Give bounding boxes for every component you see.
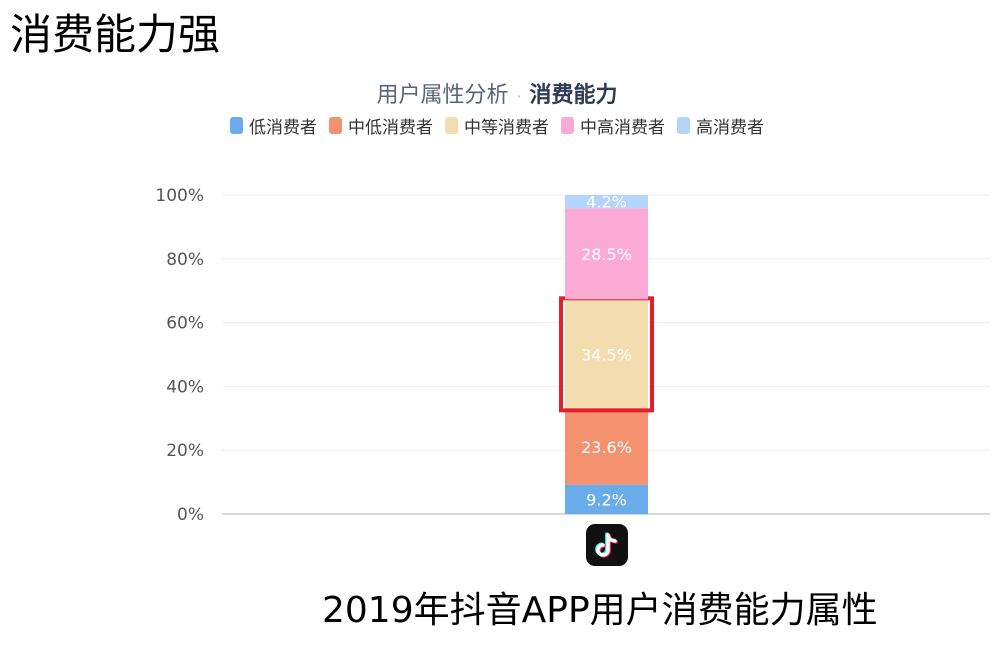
legend-swatch: [561, 117, 574, 134]
page-heading: 消费能力强: [10, 10, 221, 59]
data-label: 28.5%: [581, 245, 632, 264]
data-label: 34.5%: [581, 345, 632, 364]
legend-swatch: [445, 117, 458, 134]
y-tick-label: 100%: [155, 186, 204, 206]
y-tick-label: 80%: [166, 250, 204, 270]
legend-swatch: [677, 117, 690, 134]
chart-title-main: 消费能力: [529, 83, 618, 108]
legend-item[interactable]: 中低消费者: [329, 113, 433, 138]
chart-title-prefix: 用户属性分析: [376, 83, 509, 108]
legend-label: 中高消费者: [580, 118, 665, 138]
legend-item[interactable]: 低消费者: [230, 113, 317, 138]
legend-item[interactable]: 高消费者: [677, 113, 764, 138]
chart-legend: 低消费者 中低消费者 中等消费者 中高消费者 高消费者: [0, 113, 994, 138]
y-tick-label: 20%: [166, 441, 204, 461]
tiktok-logo-icon: [586, 524, 628, 566]
y-tick-label: 0%: [177, 505, 204, 525]
legend-item[interactable]: 中等消费者: [445, 113, 549, 138]
y-tick-label: 40%: [166, 377, 204, 397]
legend-label: 低消费者: [249, 118, 317, 138]
bar-segment: [565, 195, 648, 209]
chart-caption: 2019年抖音APP用户消费能力属性: [322, 590, 878, 631]
legend-label: 中等消费者: [464, 118, 549, 138]
legend-label: 高消费者: [696, 118, 764, 138]
chart-title: 用户属性分析 · 消费能力: [0, 77, 994, 109]
legend-label: 中低消费者: [348, 118, 433, 138]
chart-title-separator: ·: [516, 86, 522, 106]
data-label: 9.2%: [586, 490, 627, 509]
legend-swatch: [329, 117, 342, 134]
y-tick-label: 60%: [166, 314, 204, 334]
bar-segment: [565, 409, 648, 485]
legend-item[interactable]: 中高消费者: [561, 113, 665, 138]
data-label: 4.2%: [586, 193, 627, 212]
bar-segment: [565, 299, 648, 410]
bar-segment: [565, 484, 648, 514]
data-label: 23.6%: [581, 438, 632, 457]
bar-segment: [565, 208, 648, 300]
legend-swatch: [230, 117, 243, 134]
tiktok-note-icon: [595, 532, 618, 558]
